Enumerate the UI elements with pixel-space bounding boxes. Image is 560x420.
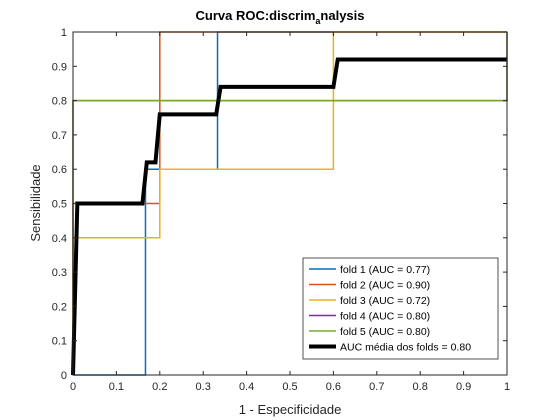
x-tick-label: 0.5 <box>282 381 297 393</box>
y-tick-label: 0.4 <box>52 233 67 245</box>
series-line-6 <box>71 57 507 376</box>
legend: fold 1 (AUC = 0.77) fold 2 (AUC = 0.90) fo… <box>302 257 499 360</box>
legend-label-3: fold 3 (AUC = 0.72) <box>340 295 430 307</box>
chart-title-subscript: a <box>315 16 321 26</box>
x-tick-label: 0.6 <box>326 381 341 393</box>
x-tick-label: 0.7 <box>369 381 384 393</box>
x-tick-label: 0.2 <box>152 381 167 393</box>
y-tick-label: 1 <box>61 27 67 39</box>
chart-title-rest: nalysis <box>320 8 364 23</box>
x-tick-label: 1 <box>504 381 510 393</box>
legend-label-6: AUC média dos folds = 0.80 <box>340 342 471 354</box>
x-tick-label: 0.9 <box>456 381 471 393</box>
y-axis-label: Sensibilidade <box>28 164 43 241</box>
y-tick-label: 0.8 <box>52 96 67 108</box>
x-tick-label: 0 <box>70 381 76 393</box>
x-tick-label: 0.1 <box>109 381 124 393</box>
chart-title-main: Curva ROC:discrim <box>195 8 315 23</box>
x-tick-label: 0.3 <box>196 381 211 393</box>
y-tick-label: 0.3 <box>52 267 67 279</box>
x-tick-label: 0.4 <box>239 381 254 393</box>
y-tick-label: 0.7 <box>52 130 67 142</box>
y-tick-label: 0.2 <box>52 301 67 313</box>
legend-label-4: fold 4 (AUC = 0.80) <box>340 311 430 323</box>
x-tick-label: 0.8 <box>413 381 428 393</box>
y-tick-label: 0.9 <box>52 61 67 73</box>
y-tick-label: 0.1 <box>52 336 67 348</box>
y-tick-label: 0.6 <box>52 164 67 176</box>
x-axis-label: 1 - Especificidade <box>239 402 342 417</box>
y-tick-label: 0 <box>61 370 67 382</box>
chart-title: Curva ROC:discrimanalysis <box>195 8 364 26</box>
legend-label-2: fold 2 (AUC = 0.90) <box>340 280 430 292</box>
legend-label-1: fold 1 (AUC = 0.77) <box>340 264 430 276</box>
y-tick-label: 0.5 <box>52 199 67 211</box>
legend-box <box>302 257 499 360</box>
legend-label-5: fold 5 (AUC = 0.80) <box>340 326 430 338</box>
